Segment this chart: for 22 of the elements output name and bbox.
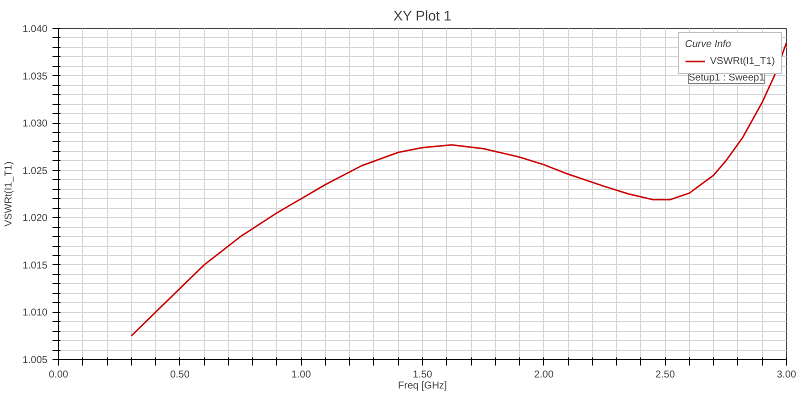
line-series: [130, 42, 786, 337]
x-tick-label: 3.00: [776, 370, 797, 380]
x-tick-label: 2.00: [534, 370, 554, 380]
y-axis-title: VSWRt(I1_T1): [3, 161, 14, 227]
y-tick-label: 1.030: [22, 118, 48, 130]
y-tick-label: 1.005: [22, 355, 48, 366]
y-tick-label: 1.040: [22, 24, 48, 35]
y-tick-label: 1.025: [22, 166, 48, 177]
x-tick-label: 1.50: [412, 370, 433, 380]
x-tick-label: 0.00: [48, 370, 69, 380]
annotation: Setup1 : Sweep1: [688, 72, 766, 84]
x-tick-label: 1.00: [291, 370, 312, 380]
chart-title: XY Plot 1: [393, 8, 452, 24]
y-tick-label: 1.035: [22, 71, 48, 82]
x-tick-label: 0.50: [170, 370, 190, 380]
y-tick-label: 1.020: [22, 213, 48, 224]
y-tick-label: 1.010: [22, 308, 48, 319]
x-tick-label: 2.50: [655, 370, 676, 380]
legend-title: Curve Info: [684, 39, 732, 50]
legend-label: VSWRt(I1_T1): [710, 55, 775, 67]
y-tick-label: 1.015: [22, 260, 48, 272]
x-axis-title: Freq [GHz]: [398, 380, 448, 392]
